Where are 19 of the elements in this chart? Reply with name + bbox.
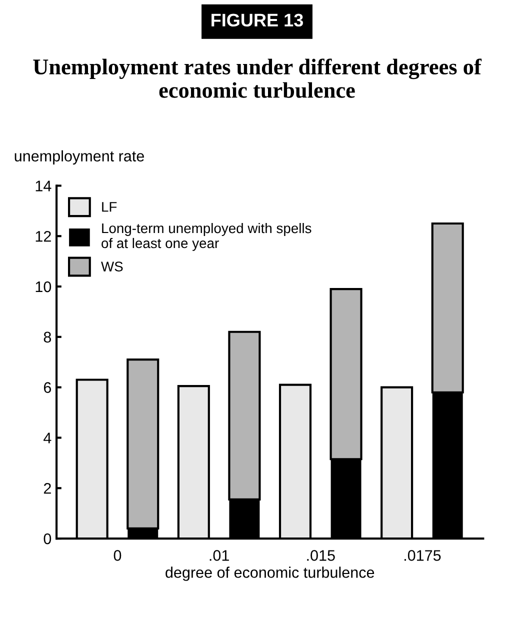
legend-label: Long-term unemployed with spells of at least one year (102, 222, 312, 251)
y-tick-label: 14 (36, 180, 52, 192)
legend-label: LF (102, 202, 117, 212)
y-tick-label: 12 (36, 230, 51, 242)
x-tick-label: 0 (114, 550, 122, 561)
chart-title: Unemployment rates under different degrees of economic turbulence (33, 58, 482, 98)
x-tick-label: .015 (307, 550, 335, 561)
x-tick-label: .01 (210, 550, 229, 561)
x-tick-label: .0175 (404, 550, 441, 561)
caption: FIGURE 13 (212, 14, 304, 27)
legend-label: WS (101, 262, 123, 272)
y-tick-label: 2 (44, 482, 51, 494)
y-tick-label: 0 (44, 533, 52, 544)
x-axis-title: degree of economic turbulence (166, 566, 374, 581)
y-tick-label: 4 (44, 432, 52, 444)
y-tick-label: 8 (44, 332, 52, 343)
y-tick-label: 10 (36, 281, 52, 292)
y-axis-title: unemployment rate (14, 150, 144, 165)
y-tick-label: 6 (44, 382, 52, 394)
